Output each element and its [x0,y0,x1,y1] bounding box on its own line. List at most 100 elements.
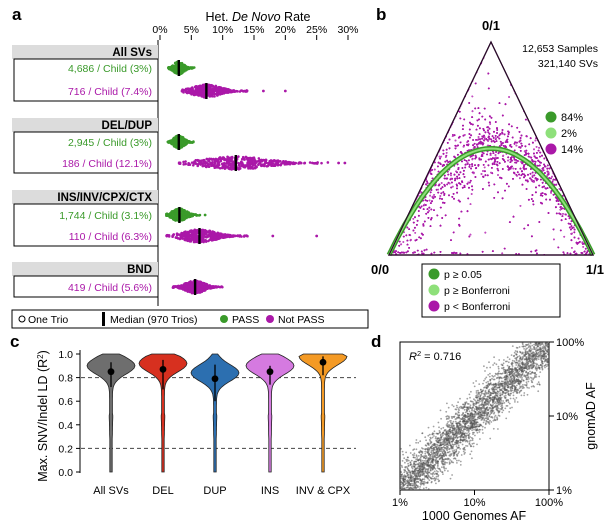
trio-point [183,237,186,241]
group-bracket [13,275,158,298]
trio-point [211,231,214,234]
trio-point [205,287,209,290]
trio-point [263,164,266,168]
trio-point [187,163,190,167]
trio-point [208,90,211,93]
trio-point [289,161,292,165]
trio-point [184,232,188,236]
trio-point [174,214,177,218]
trio-point [173,66,176,70]
trio-point [190,237,194,241]
trio-point [206,230,210,234]
trio-point [184,66,187,70]
trio-point [181,141,184,145]
trio-point [221,233,225,236]
median-bar [178,207,181,223]
trio-point [248,161,251,165]
trio-point [181,71,184,75]
trio-point [194,213,197,216]
panel-a-label: a [12,5,22,24]
trio-point [195,233,198,236]
trio-point [247,157,250,161]
trio-point [195,88,198,91]
trio-point [244,90,248,93]
trio-point [220,162,224,166]
panel-a: a Het. De Novo Rate 0% 5% 10% 15% 20% 25% 30% … [11,5,369,329]
trio-point [198,85,201,88]
trio-point [195,279,199,283]
trio-point [197,88,200,91]
trio-point [185,281,189,285]
trio-point [320,161,323,165]
row-rate-label: 186 / Child (12.1%) [62,158,152,170]
trio-point [165,234,169,238]
trio-point [182,64,185,67]
trio-point [214,92,218,96]
trio-point [193,231,196,234]
trio-point [250,166,254,170]
trio-point [249,159,253,163]
trio-point [173,64,177,68]
trio-point [168,215,171,219]
trio-point [174,208,177,212]
trio-point [230,155,234,159]
group-name: DEL/DUP [102,120,153,132]
trio-point [239,160,243,164]
trio-point [215,90,219,94]
median-marker [102,312,105,326]
trio-point [167,67,171,71]
trio-point [192,92,196,95]
panel-a-x-axis: 0% 5% 10% 15% 20% 25% 30% [152,24,359,40]
trio-point [184,162,187,166]
trio-point [260,163,264,166]
trio-point [252,156,256,160]
trio-point [232,234,236,238]
x-tick-label: 15% [243,24,264,36]
trio-point [229,163,233,166]
trio-point [200,285,204,288]
outlier-point [203,213,207,217]
trio-point [213,166,217,169]
pass-marker [220,315,228,323]
median-bar [234,155,238,171]
trio-point [270,164,273,168]
trio-point [226,158,229,161]
trio-point [200,161,203,164]
trio-point [228,90,232,93]
trio-point [315,162,319,165]
trio-point [262,158,265,162]
trio-point [180,232,183,235]
x-tick-label: 0% [152,24,167,36]
trio-point [183,282,187,286]
trio-point [176,284,180,288]
trio-point [221,285,224,289]
trio-point [213,235,217,239]
trio-point [196,92,200,95]
trio-point [202,234,206,238]
trio-point [218,166,222,170]
trio-point [212,157,215,161]
trio-point [173,136,176,140]
outlier-point [283,89,287,93]
group-bracket [13,131,158,174]
trio-point [199,282,203,286]
trio-point [188,230,192,234]
trio-point [273,164,277,167]
row-rate-label: 110 / Child (6.3%) [69,231,152,243]
group-name: BND [127,264,152,276]
trio-point [165,214,169,217]
row-rate-label: 716 / Child (7.4%) [68,86,152,98]
trio-point [214,159,217,163]
trio-point [207,159,211,162]
group-bracket [13,203,158,247]
trio-point [202,162,206,165]
trio-point [175,214,179,217]
trio-point [223,87,227,91]
trio-point [170,210,174,213]
trio-point [215,87,219,91]
trio-point [190,88,193,92]
